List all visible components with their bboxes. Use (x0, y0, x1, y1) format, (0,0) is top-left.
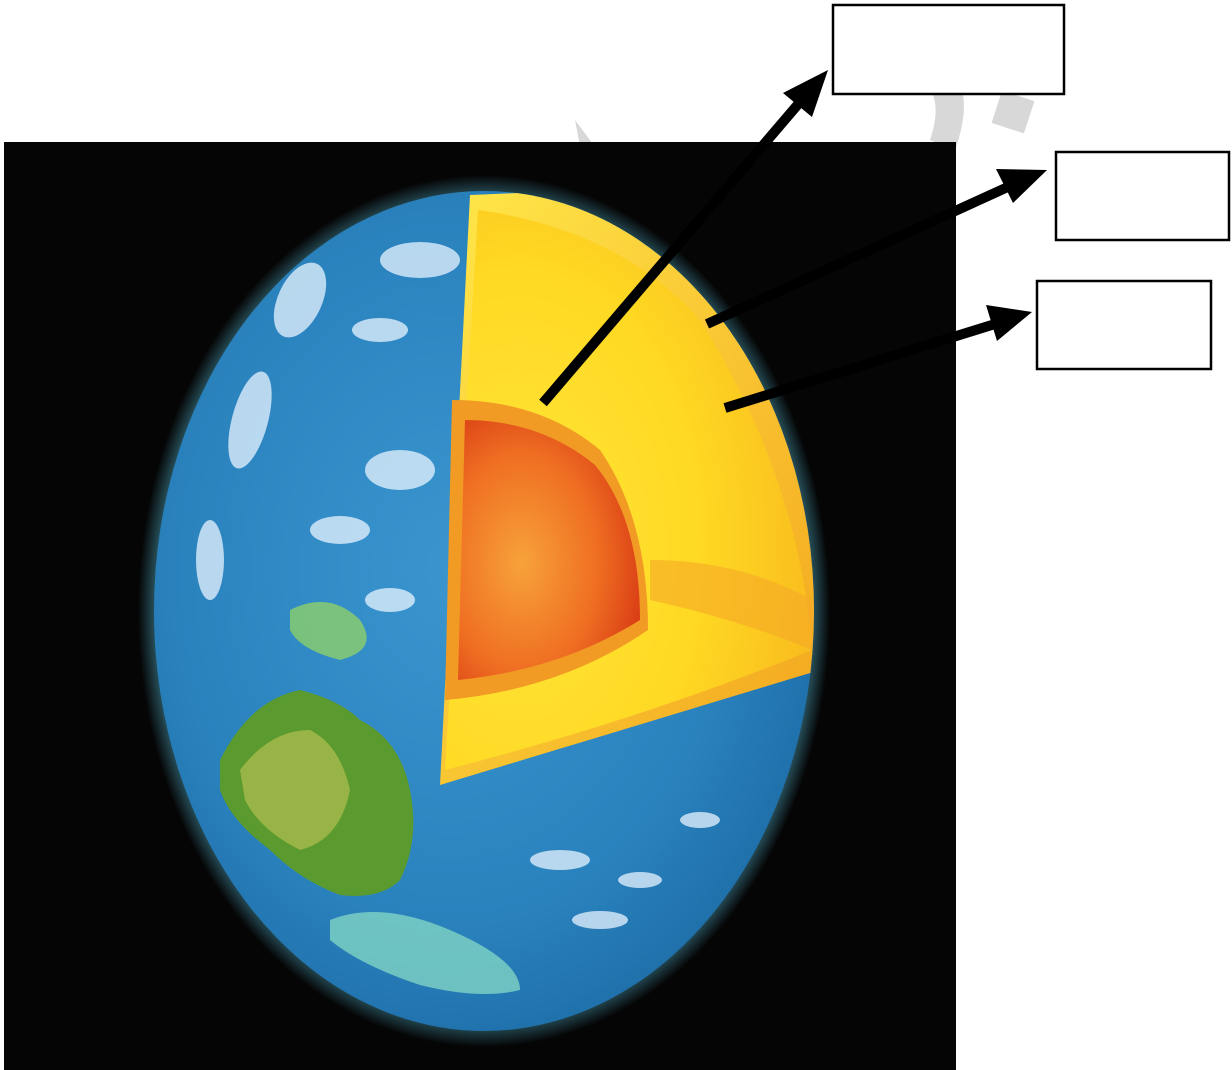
label-box-top[interactable] (831, 3, 1066, 96)
island-chain (290, 602, 367, 660)
arrow-to-bottom-label (723, 305, 1032, 413)
cloud-cover (196, 242, 720, 929)
mantle-band (650, 560, 812, 650)
australia-inner (240, 730, 350, 850)
earth-surface (196, 242, 720, 994)
label-box-middle[interactable] (1054, 150, 1231, 242)
label-box-bottom[interactable] (1035, 279, 1213, 371)
arrow-to-middle-label (704, 169, 1047, 329)
inner-core-layer (458, 420, 640, 680)
arrow-to-top-label (539, 70, 828, 407)
new-zealand-landmass (330, 912, 520, 994)
